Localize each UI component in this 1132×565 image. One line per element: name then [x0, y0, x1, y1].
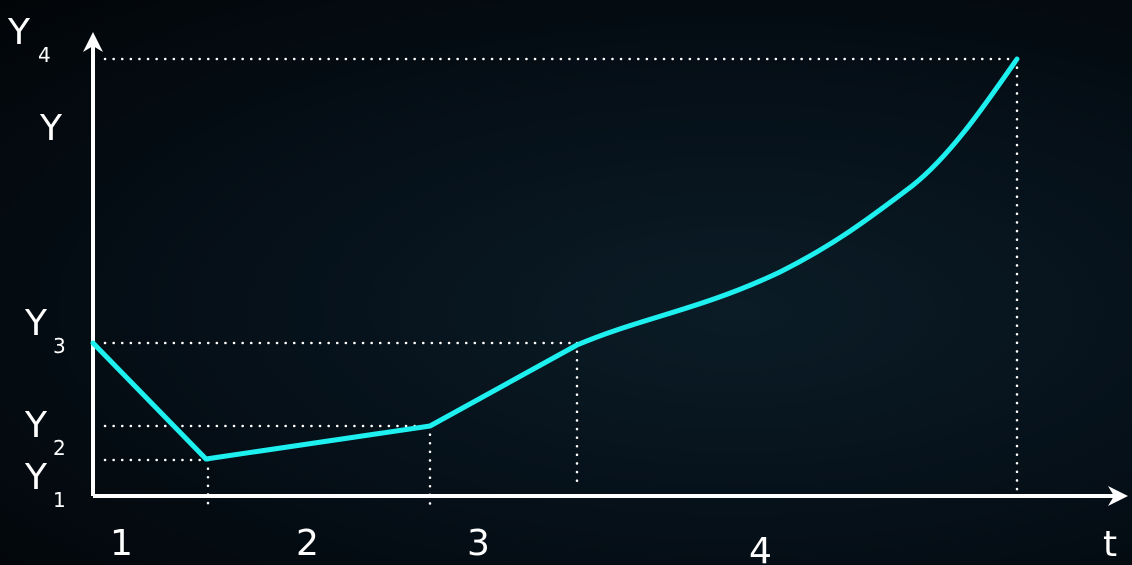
y-axis-label: Y — [39, 108, 63, 149]
y-level-label-4: Y 4 — [7, 12, 51, 67]
curve — [90, 56, 1020, 462]
segment-label-3: 3 — [467, 523, 490, 564]
y3-subscript: 3 — [53, 334, 66, 358]
y1-label: Y — [24, 457, 48, 498]
y3-label: Y — [24, 303, 48, 344]
segment-label-2: 2 — [296, 523, 319, 564]
y-level-label-1: Y 1 — [24, 457, 66, 512]
y4-subscript: 4 — [38, 43, 51, 67]
y2-subscript: 2 — [53, 436, 66, 460]
y4-label: Y — [7, 12, 31, 53]
y-level-label-2: Y 2 — [24, 405, 66, 460]
segment-label-1: 1 — [110, 523, 133, 564]
y-level-label-3: Y 3 — [24, 303, 66, 358]
y1-subscript: 1 — [53, 488, 66, 512]
x-axis-label: t — [1103, 524, 1117, 565]
segment-label-4: 4 — [749, 531, 772, 565]
y2-label: Y — [24, 405, 48, 446]
guide-lines — [103, 57, 1019, 512]
